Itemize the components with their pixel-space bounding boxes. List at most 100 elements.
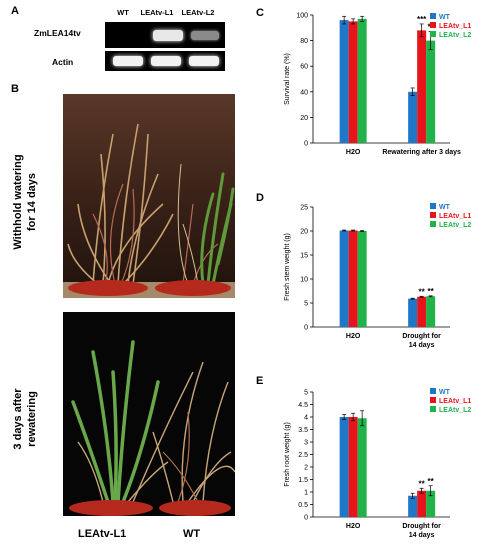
legend-label-LEAtv_L1: LEAtv_L1 <box>439 23 471 30</box>
significance-marker: ** <box>419 479 426 488</box>
legend-swatch-LEAtv_L2 <box>430 221 436 227</box>
photo-top-label-line2: for 14 days <box>26 172 38 232</box>
y-tick-label: 3 <box>304 440 308 447</box>
x-category-label: Drought for <box>402 333 441 340</box>
chart-survival-rate: 0 20 40 60 80 100 Survival rate (%) H2O Rewateri… <box>284 13 471 157</box>
y-tick-label: 4 <box>304 415 308 422</box>
x-category-label: 14 days <box>409 342 435 349</box>
legend-label-WT: WT <box>439 204 451 211</box>
y-tick-label: 0 <box>304 325 308 332</box>
legend-label-LEAtv_L1: LEAtv_L1 <box>439 213 471 220</box>
gel-row-zmlea14tv: ZmLEA14tv <box>34 28 81 38</box>
photo-right-plant-label: WT <box>183 528 201 540</box>
y-axis-label: Fresh root weight (g) <box>284 422 291 487</box>
photo-bottom-label: 3 days after rewatering <box>0 388 70 449</box>
legend-label-WT: WT <box>439 389 451 396</box>
gel-lane-wt: WT <box>117 8 129 17</box>
gel-zmlea14tv <box>105 22 225 48</box>
bar-WT-0 <box>339 417 349 517</box>
photo-top-label-line1: Withhold watering <box>12 154 24 250</box>
legend-swatch-LEAtv_L2 <box>430 31 436 37</box>
y-axis-label: Survival rate (%) <box>284 53 291 105</box>
y-tick-label: 10 <box>300 277 308 284</box>
significance-marker: ** <box>428 287 435 296</box>
y-tick-label: 0 <box>304 141 308 148</box>
panel-c-letter: C <box>256 7 264 19</box>
y-tick-label: 0.5 <box>298 502 308 509</box>
y-tick-label: 100 <box>296 13 308 20</box>
x-category-label: H2O <box>346 149 361 156</box>
band-actin-wt <box>113 56 143 66</box>
chart-fresh-root-weight: 0 0.5 1 1.5 2 2.5 3 3.5 4 4.5 5 Fresh root weight (… <box>284 388 471 539</box>
significance-marker: ** <box>428 477 435 486</box>
legend-label-LEAtv_L1: LEAtv_L1 <box>439 398 471 405</box>
legend-swatch-WT <box>430 13 436 19</box>
y-tick-label: 1.5 <box>298 477 308 484</box>
bar-LEAtv_L1-0 <box>348 417 358 517</box>
significance-marker: *** <box>417 15 427 24</box>
y-tick-label: 25 <box>300 205 308 212</box>
legend-swatch-WT <box>430 388 436 394</box>
y-tick-label: 5 <box>304 301 308 308</box>
bar-LEAtv_L1-1 <box>417 30 427 143</box>
x-category-label: 14 days <box>409 532 435 539</box>
legend-swatch-LEAtv_L1 <box>430 22 436 28</box>
bar-LEAtv_L2-1 <box>426 490 436 517</box>
bar-LEAtv_L2-0 <box>357 231 367 327</box>
legend-swatch-WT <box>430 203 436 209</box>
y-tick-label: 60 <box>300 64 308 71</box>
bar-LEAtv_L1-1 <box>417 296 427 327</box>
y-tick-label: 80 <box>300 38 308 45</box>
y-tick-label: 0 <box>304 515 308 522</box>
bar-LEAtv_L1-0 <box>348 21 358 143</box>
bar-LEAtv_L2-0 <box>357 418 367 517</box>
gel-row-actin: Actin <box>52 57 74 67</box>
bar-LEAtv_L2-0 <box>357 18 367 144</box>
y-tick-label: 40 <box>300 89 308 96</box>
y-tick-label: 20 <box>300 229 308 236</box>
y-tick-label: 4.5 <box>298 402 308 409</box>
y-tick-label: 20 <box>300 115 308 122</box>
bar-LEAtv_L2-1 <box>426 40 436 143</box>
bar-WT-1 <box>408 91 418 143</box>
y-tick-label: 3.5 <box>298 427 308 434</box>
bar-LEAtv_L2-1 <box>426 296 436 327</box>
panel-b-letter: B <box>11 83 19 95</box>
x-category-label: Rewatering after 3 days <box>382 149 461 156</box>
photo-bottom-label-line1: 3 days after <box>12 388 24 450</box>
plant-photo-drought <box>63 94 235 298</box>
panel-e-letter: E <box>256 375 264 387</box>
legend-swatch-LEAtv_L1 <box>430 397 436 403</box>
legend-label-LEAtv_L2: LEAtv_L2 <box>439 32 471 39</box>
bar-WT-0 <box>339 20 349 144</box>
panel-a-letter: A <box>11 5 19 17</box>
legend-label-LEAtv_L2: LEAtv_L2 <box>439 222 471 229</box>
legend-label-LEAtv_L2: LEAtv_L2 <box>439 407 471 414</box>
plant-photo-rewatering <box>63 312 235 516</box>
gel-lane-l1: LEAtv-L1 <box>140 8 174 17</box>
band-l2 <box>191 31 219 40</box>
gel-lane-l2: LEAtv-L2 <box>181 8 215 17</box>
bar-LEAtv_L1-1 <box>417 490 427 517</box>
x-category-label: Drought for <box>402 523 441 530</box>
y-tick-label: 5 <box>304 390 308 397</box>
band-actin-l2 <box>189 56 219 66</box>
legend-label-WT: WT <box>439 14 451 21</box>
gel-actin <box>105 51 225 71</box>
panel-d-letter: D <box>256 192 264 204</box>
photo-left-plant-label: LEAtv-L1 <box>78 528 127 540</box>
significance-marker: ** <box>419 287 426 296</box>
y-tick-label: 1 <box>304 490 308 497</box>
x-category-label: H2O <box>346 333 361 340</box>
y-axis-label: Fresh stem weight (g) <box>284 233 291 301</box>
photo-bottom-label-line2: rewatering <box>26 391 38 447</box>
band-l1 <box>153 30 183 41</box>
y-tick-label: 2.5 <box>298 452 308 459</box>
bar-WT-1 <box>408 495 418 517</box>
y-tick-label: 15 <box>300 253 308 260</box>
bar-LEAtv_L1-0 <box>348 230 358 327</box>
band-actin-l1 <box>151 56 181 66</box>
legend-swatch-LEAtv_L2 <box>430 406 436 412</box>
bar-WT-0 <box>339 230 349 327</box>
legend-swatch-LEAtv_L1 <box>430 212 436 218</box>
